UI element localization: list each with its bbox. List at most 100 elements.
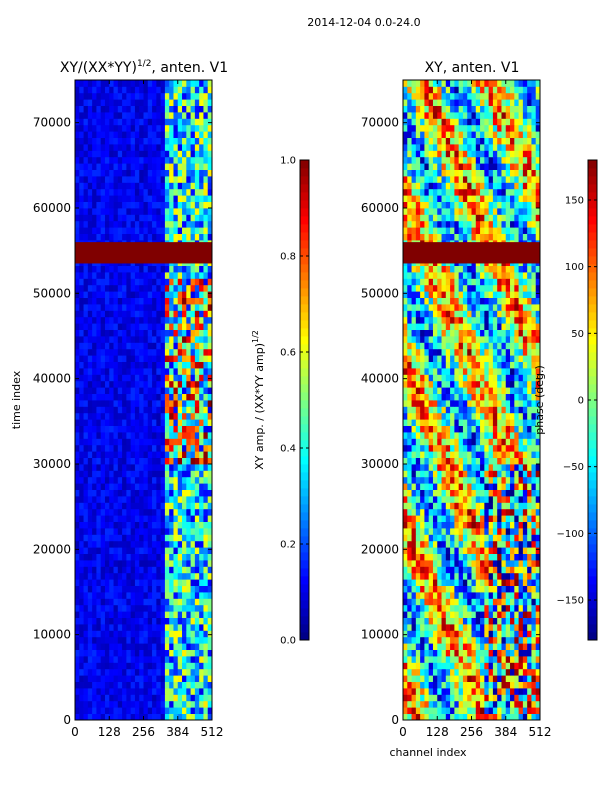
heatmap-cell bbox=[92, 592, 97, 599]
heatmap-cell bbox=[454, 393, 460, 401]
heatmap-cell bbox=[186, 387, 191, 394]
heatmap-cell bbox=[194, 304, 200, 311]
heatmap-cell bbox=[415, 508, 421, 516]
heatmap-cell bbox=[531, 604, 537, 612]
heatmap-cell bbox=[139, 336, 144, 343]
heatmap-cell bbox=[514, 451, 519, 458]
heatmap-cell bbox=[203, 656, 209, 663]
colorbar-tick-label: 0.0 bbox=[280, 636, 296, 647]
heatmap-cell bbox=[126, 700, 132, 708]
heatmap-cell bbox=[173, 214, 179, 222]
heatmap-cell bbox=[79, 316, 84, 324]
heatmap-cell bbox=[92, 297, 97, 305]
heatmap-cell bbox=[488, 566, 494, 574]
heatmap-cell bbox=[207, 176, 213, 183]
heatmap-cell bbox=[450, 406, 455, 414]
heatmap-cell bbox=[177, 470, 183, 478]
heatmap-cell bbox=[164, 284, 170, 292]
heatmap-cell bbox=[100, 681, 106, 689]
heatmap-cell bbox=[177, 316, 183, 324]
heatmap-cell bbox=[527, 630, 532, 638]
heatmap-cell bbox=[522, 457, 528, 465]
heatmap-cell bbox=[484, 649, 490, 657]
heatmap-cell bbox=[147, 195, 153, 202]
heatmap-cell bbox=[134, 444, 140, 452]
heatmap-cell bbox=[207, 694, 213, 702]
heatmap-cell bbox=[104, 310, 110, 318]
heatmap-cell bbox=[182, 675, 187, 682]
heatmap-cell bbox=[164, 195, 170, 202]
heatmap-cell bbox=[147, 502, 153, 510]
heatmap-cell bbox=[130, 457, 136, 465]
heatmap-cell bbox=[113, 617, 119, 625]
heatmap-cell bbox=[87, 432, 93, 439]
heatmap-cell bbox=[75, 361, 80, 369]
heatmap-cell bbox=[169, 112, 174, 119]
heatmap-cell bbox=[424, 515, 430, 522]
heatmap-cell bbox=[428, 694, 434, 702]
heatmap-cell bbox=[437, 579, 442, 586]
heatmap-cell bbox=[83, 579, 89, 586]
heatmap-cell bbox=[96, 131, 102, 138]
heatmap-cell bbox=[501, 400, 507, 407]
heatmap-cell bbox=[462, 649, 468, 657]
heatmap-cell bbox=[75, 425, 80, 433]
heatmap-cell bbox=[156, 112, 162, 119]
heatmap-cell bbox=[83, 220, 89, 228]
heatmap-cell bbox=[514, 496, 519, 503]
heatmap-cell bbox=[109, 547, 114, 554]
heatmap-cell bbox=[164, 438, 170, 446]
heatmap-cell bbox=[475, 412, 481, 420]
heatmap-cell bbox=[186, 272, 191, 279]
heatmap-cell bbox=[450, 489, 455, 497]
heatmap-cell bbox=[510, 521, 515, 529]
heatmap-cell bbox=[535, 419, 541, 426]
heatmap-cell bbox=[424, 470, 430, 478]
heatmap-cell bbox=[432, 566, 438, 574]
heatmap-cell bbox=[96, 585, 102, 593]
heatmap-cell bbox=[83, 163, 89, 170]
heatmap-cell bbox=[75, 156, 80, 164]
heatmap-cell bbox=[454, 713, 460, 721]
heatmap-cell bbox=[126, 592, 132, 599]
heatmap-cell bbox=[177, 636, 183, 644]
colorbar-segment bbox=[300, 608, 309, 617]
heatmap-cell bbox=[432, 425, 438, 433]
heatmap-cell bbox=[164, 265, 170, 273]
heatmap-cell bbox=[169, 438, 174, 446]
heatmap-cell bbox=[152, 297, 157, 305]
heatmap-cell bbox=[492, 419, 498, 426]
heatmap-cell bbox=[79, 406, 84, 414]
heatmap-cell bbox=[458, 547, 464, 554]
heatmap-cell bbox=[207, 624, 213, 631]
heatmap-cell bbox=[467, 412, 472, 420]
heatmap-cell bbox=[501, 412, 507, 420]
heatmap-cell bbox=[156, 707, 162, 714]
heatmap-cell bbox=[83, 387, 89, 394]
heatmap-cell bbox=[134, 579, 140, 586]
heatmap-cell bbox=[109, 470, 114, 478]
heatmap-cell bbox=[96, 188, 102, 196]
heatmap-cell bbox=[113, 521, 119, 529]
heatmap-cell bbox=[173, 700, 179, 708]
heatmap-cell bbox=[143, 80, 149, 87]
heatmap-cell bbox=[415, 489, 421, 497]
heatmap-cell bbox=[92, 489, 97, 497]
heatmap-cell bbox=[134, 176, 140, 183]
heatmap-cell bbox=[186, 99, 191, 106]
heatmap-cell bbox=[428, 521, 434, 529]
heatmap-cell bbox=[190, 265, 196, 273]
heatmap-cell bbox=[194, 483, 200, 490]
heatmap-cell bbox=[92, 585, 97, 593]
heatmap-cell bbox=[104, 611, 110, 618]
heatmap-cell bbox=[190, 656, 196, 663]
heatmap-cell bbox=[488, 547, 494, 554]
heatmap-cell bbox=[522, 560, 528, 567]
heatmap-cell bbox=[122, 342, 127, 350]
heatmap-cell bbox=[454, 483, 460, 490]
heatmap-cell bbox=[194, 444, 200, 452]
heatmap-cell bbox=[194, 707, 200, 714]
heatmap-cell bbox=[160, 688, 166, 695]
heatmap-cell bbox=[87, 611, 93, 618]
heatmap-cell bbox=[437, 393, 442, 401]
